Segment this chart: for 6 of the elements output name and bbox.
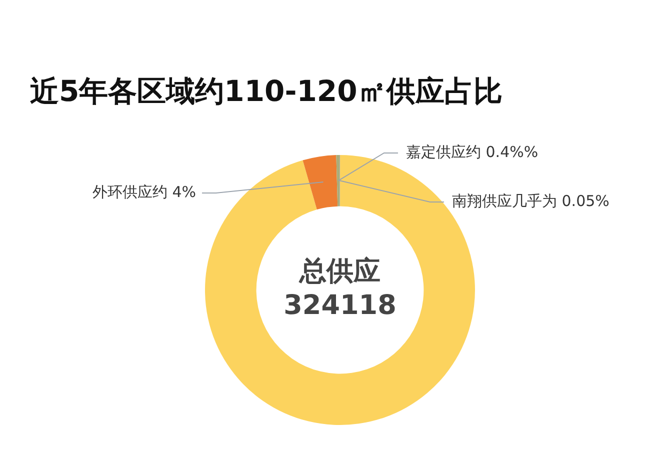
chart-title: 近5年各区域约110-120㎡供应占比 <box>30 73 502 110</box>
slice-label: 南翔供应几乎为 0.05% <box>452 192 610 210</box>
slice-label: 外环供应约 4% <box>92 182 196 201</box>
slice-label: 嘉定供应约 0.4%% <box>406 142 538 161</box>
text: 324118 <box>284 290 396 322</box>
text: 总供应 <box>298 256 380 288</box>
